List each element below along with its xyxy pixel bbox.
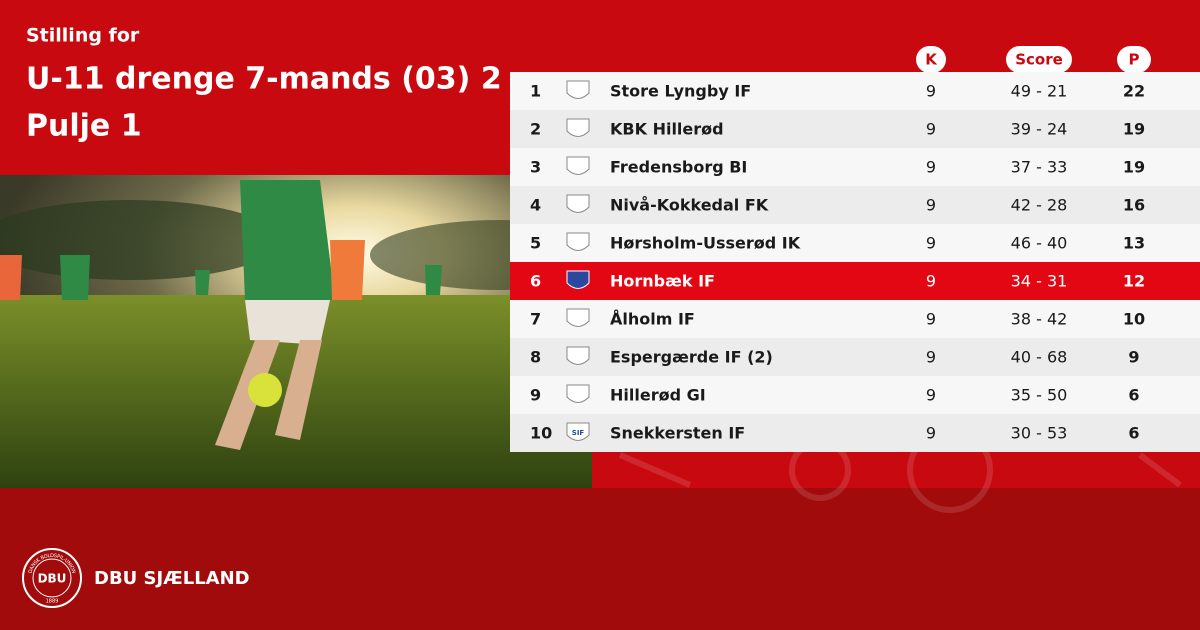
score: 34 - 31	[1011, 272, 1068, 291]
rank: 2	[530, 120, 541, 139]
rank: 3	[530, 158, 541, 177]
score: 37 - 33	[1011, 158, 1068, 177]
club-crest	[566, 384, 590, 403]
column-header: P	[1129, 51, 1140, 69]
played: 9	[926, 310, 936, 329]
rank: 1	[530, 82, 541, 101]
score: 40 - 68	[1011, 348, 1068, 367]
points: 19	[1123, 158, 1145, 177]
table-row	[510, 414, 1200, 452]
club-crest	[566, 156, 590, 175]
played: 9	[926, 158, 936, 177]
team-name: KBK Hillerød	[610, 120, 724, 139]
score: 49 - 21	[1011, 82, 1068, 101]
played: 9	[926, 120, 936, 139]
rank: 8	[530, 348, 541, 367]
club-crest	[566, 270, 590, 289]
rank: 7	[530, 310, 541, 329]
club-crest	[566, 80, 590, 99]
title: Pulje 1	[26, 109, 142, 144]
played: 9	[926, 348, 936, 367]
crest-text: SIF	[572, 429, 585, 437]
logo-year: 1889	[46, 599, 59, 605]
played: 9	[926, 196, 936, 215]
team-name: Snekkersten IF	[610, 424, 745, 443]
column-header-pill	[1006, 46, 1072, 73]
team-name: Hornbæk IF	[610, 272, 715, 291]
photo	[0, 175, 592, 488]
logo-mark: DBU	[38, 572, 67, 586]
rank: 9	[530, 386, 541, 405]
club-crest	[566, 346, 590, 365]
team-name: Hørsholm-Usserød IK	[610, 234, 801, 253]
points: 6	[1128, 424, 1139, 443]
team-name: Espergærde IF (2)	[610, 348, 773, 367]
rank: 5	[530, 234, 541, 253]
team-name: Fredensborg BI	[610, 158, 747, 177]
table-row	[510, 186, 1200, 224]
column-header: K	[925, 51, 938, 69]
standings-table: K Score P1 Store Lyngby IF 9 49 - 21 222 KBK Hi…	[510, 46, 1200, 452]
points: 13	[1123, 234, 1145, 253]
table-row	[510, 376, 1200, 414]
points: 12	[1123, 272, 1145, 291]
club-crest	[566, 422, 590, 441]
score: 39 - 24	[1011, 120, 1068, 139]
score: 42 - 28	[1011, 196, 1068, 215]
points: 19	[1123, 120, 1145, 139]
points: 10	[1123, 310, 1145, 329]
background-bottom	[0, 488, 1200, 630]
table-row	[510, 72, 1200, 110]
points: 6	[1128, 386, 1139, 405]
table-row	[510, 338, 1200, 376]
points: 22	[1123, 82, 1145, 101]
rank: 10	[530, 424, 552, 443]
rank: 4	[530, 196, 541, 215]
team-name: Nivå-Kokkedal FK	[610, 196, 769, 215]
table-row	[510, 300, 1200, 338]
points: 9	[1128, 348, 1139, 367]
column-header: Score	[1015, 51, 1063, 69]
column-header-pill	[1117, 46, 1151, 73]
team-name: Hillerød GI	[610, 386, 706, 405]
table-row	[510, 110, 1200, 148]
played: 9	[926, 82, 936, 101]
brand: DBU SJÆLLAND	[94, 568, 250, 589]
club-crest	[566, 308, 590, 327]
subtitle: Stilling for	[26, 25, 140, 47]
score: 46 - 40	[1011, 234, 1068, 253]
team-name: Ålholm IF	[610, 310, 695, 329]
table-row	[510, 224, 1200, 262]
rank: 6	[530, 272, 541, 291]
club-crest	[566, 194, 590, 213]
club-crest	[566, 118, 590, 137]
played: 9	[926, 386, 936, 405]
played: 9	[926, 234, 936, 253]
title: U-11 drenge 7-mands (03) 2	[26, 62, 502, 97]
team-name: Store Lyngby IF	[610, 82, 751, 101]
table-row	[510, 148, 1200, 186]
played: 9	[926, 424, 936, 443]
score: 30 - 53	[1011, 424, 1068, 443]
points: 16	[1123, 196, 1145, 215]
table-row	[510, 262, 1200, 300]
played: 9	[926, 272, 936, 291]
score: 38 - 42	[1011, 310, 1068, 329]
club-crest	[566, 232, 590, 251]
column-header-pill	[916, 46, 946, 73]
score: 35 - 50	[1011, 386, 1068, 405]
